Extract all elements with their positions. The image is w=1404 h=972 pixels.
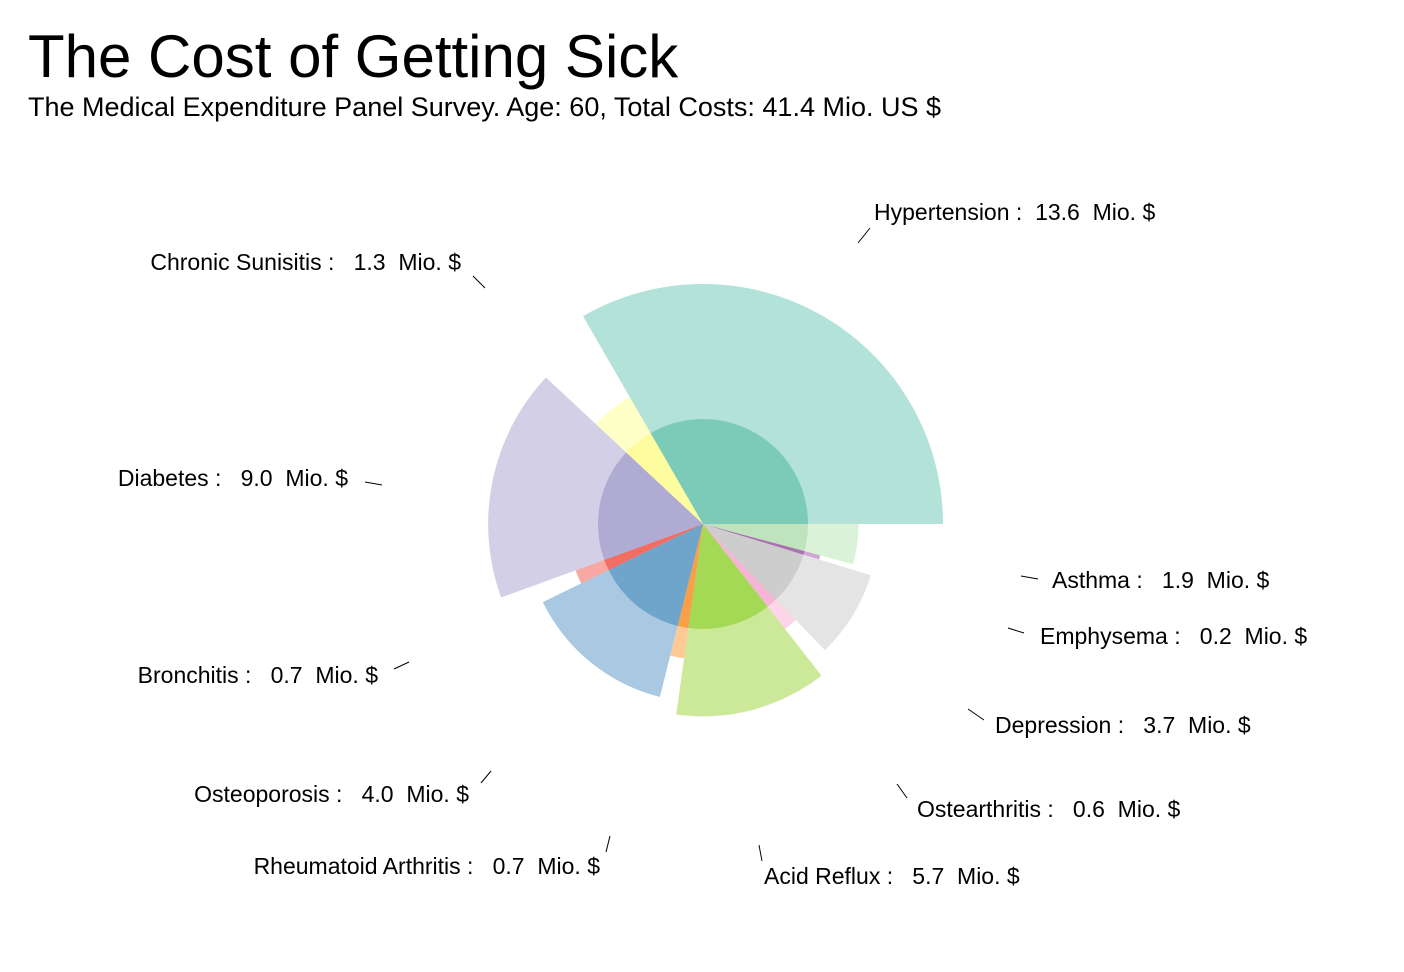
leader-line-depression	[967, 708, 985, 721]
inner-wedge-chronic-sunisitis	[626, 433, 703, 524]
label-emphysema: Emphysema : 0.2 Mio. $	[1040, 623, 1307, 649]
inner-wedge-asthma	[703, 524, 808, 552]
chart-title: The Cost of Getting Sick	[28, 23, 679, 90]
leader-lines	[364, 227, 1039, 862]
chart-subtitle: The Medical Expenditure Panel Survey. Ag…	[28, 92, 941, 122]
label-ostearthritis: Ostearthritis : 0.6 Mio. $	[917, 796, 1181, 822]
inner-wedge-osteoporosis	[608, 524, 703, 626]
leader-line-osteoporosis	[480, 770, 492, 784]
inner-wedges	[597, 419, 808, 630]
slice-labels: Hypertension : 13.6 Mio. $ Asthma : 1.9 M…	[118, 199, 1307, 889]
inner-wedge-bronchitis	[604, 524, 703, 571]
leader-line-bronchitis	[393, 661, 410, 670]
leader-line-emphysema	[1007, 627, 1025, 634]
inner-wedge-acid-reflux	[688, 524, 768, 630]
label-osteoporosis: Osteoporosis : 4.0 Mio. $	[194, 781, 469, 807]
label-chronic-sunisitis: Chronic Sunisitis : 1.3 Mio. $	[150, 249, 461, 275]
label-diabetes: Diabetes : 9.0 Mio. $	[118, 465, 348, 491]
inner-wedge-rheumatoid-arthritis	[677, 524, 703, 628]
leader-line-hypertension	[857, 227, 871, 244]
inner-wedge-hypertension	[650, 419, 808, 524]
leader-line-ostearthritis	[896, 783, 908, 799]
inner-wedge-diabetes	[597, 452, 703, 560]
label-hypertension: Hypertension : 13.6 Mio. $	[874, 199, 1155, 225]
inner-wedge-emphysema	[703, 524, 805, 555]
inner-wedge-ostearthritis	[703, 524, 776, 607]
label-acid-reflux: Acid Reflux : 5.7 Mio. $	[764, 863, 1020, 889]
inner-wedge-depression	[703, 524, 804, 600]
label-rheumatoid-arthritis: Rheumatoid Arthritis : 0.7 Mio. $	[254, 853, 601, 879]
label-bronchitis: Bronchitis : 0.7 Mio. $	[138, 662, 379, 688]
leader-line-diabetes	[364, 481, 383, 486]
leader-line-asthma	[1020, 575, 1039, 580]
leader-line-rheumatoid-arthritis	[605, 835, 611, 853]
label-depression: Depression : 3.7 Mio. $	[995, 712, 1251, 738]
leader-line-acid-reflux	[758, 844, 763, 862]
label-asthma: Asthma : 1.9 Mio. $	[1052, 567, 1270, 593]
leader-line-chronic-sunisitis	[472, 275, 486, 289]
